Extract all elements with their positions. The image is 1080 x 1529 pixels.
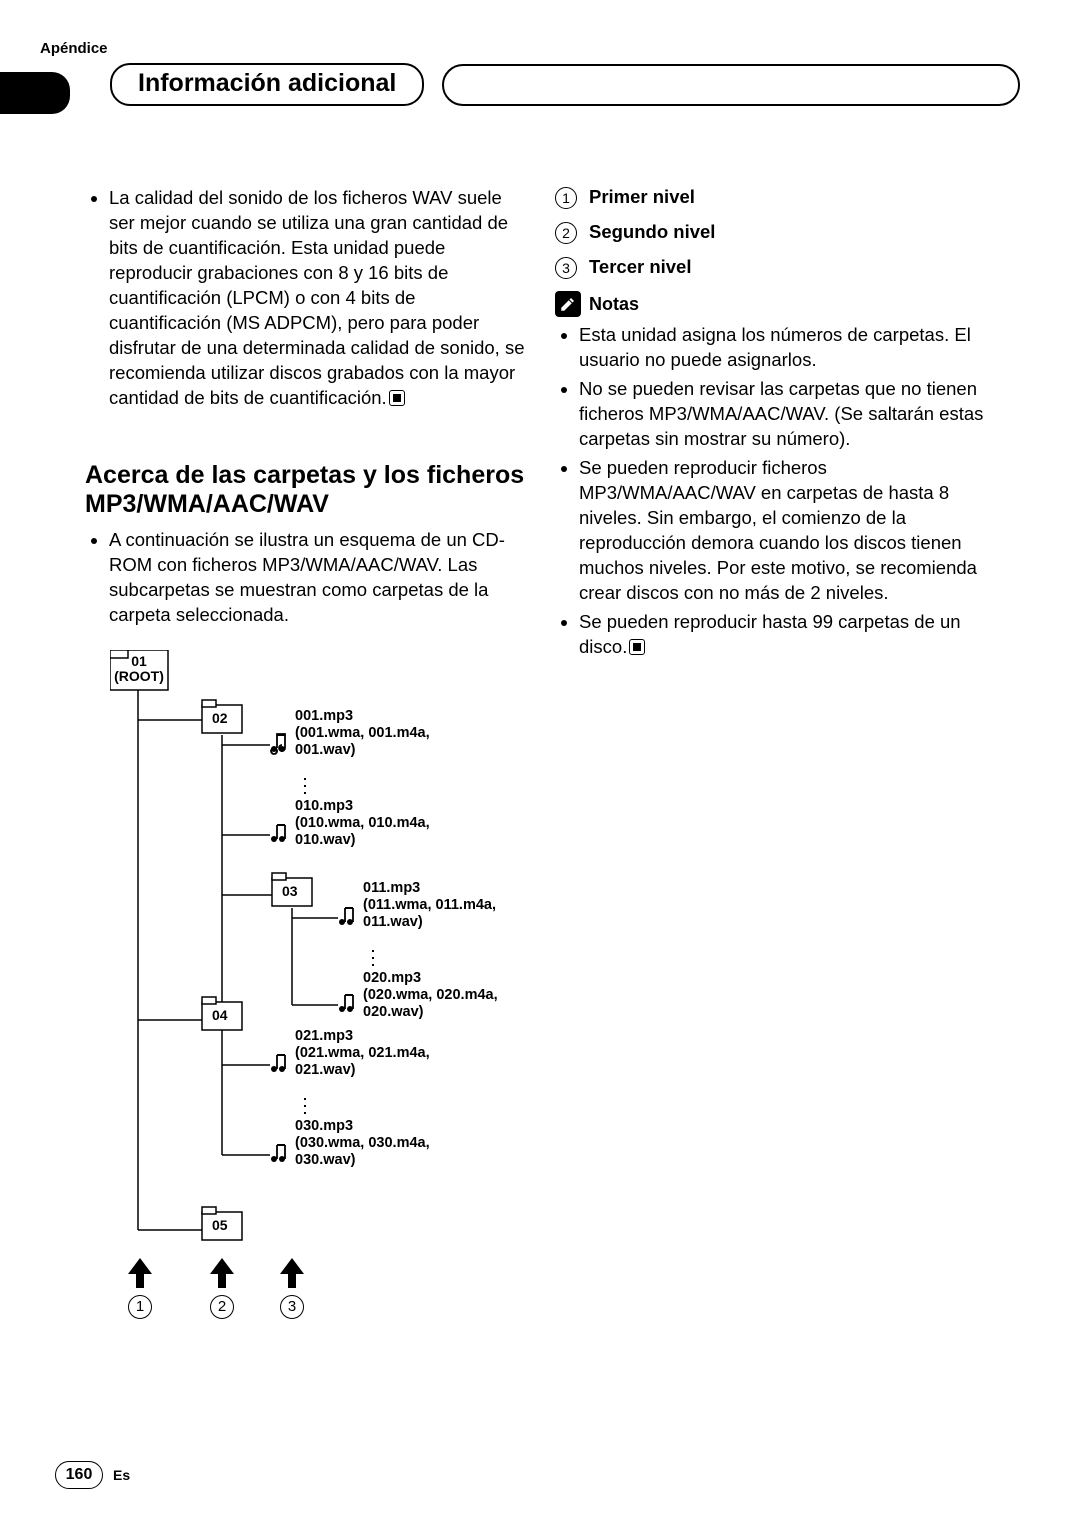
file-010: 010.mp3(010.wma, 010.m4a,010.wav) [295,798,430,850]
side-tab [0,72,70,114]
level-marker-3: 3 [280,1295,304,1319]
file-030: 030.mp3(030.wma, 030.m4a,030.wav) [295,1118,430,1170]
pencil-icon [555,291,581,317]
page-number: 160 [55,1461,103,1489]
level-item-2: 2Segundo nivel [555,221,995,244]
level-item-3: 3Tercer nivel [555,256,995,279]
arrow-up-icon [210,1258,234,1288]
music-note-icon [339,995,353,1012]
circled-3-icon: 3 [555,257,577,279]
level-marker-2: 2 [210,1295,234,1319]
end-square-icon [389,390,405,406]
music-note-icon [271,825,285,842]
file-020: 020.mp3(020.wma, 020.m4a,020.wav) [363,970,498,1022]
arrow-up-icon [280,1258,304,1288]
right-column: 1Primer nivel 2Segundo nivel 3Tercer niv… [555,186,995,1345]
wav-quality-bullet: La calidad del sonido de los ficheros WA… [109,186,525,411]
end-square-icon [629,639,645,655]
music-note-icon [339,908,353,925]
header-right-bubble [442,64,1020,106]
note-4: Se pueden reproducir hasta 99 carpetas d… [579,610,995,660]
page-title: Información adicional [110,63,424,106]
lang-code: Es [113,1467,130,1483]
circled-2-icon: 2 [555,222,577,244]
appendix-label: Apéndice [40,40,1050,57]
circled-1-icon: 1 [555,187,577,209]
folder-04-label: 04 [212,1008,228,1023]
level-marker-1: 1 [128,1295,152,1319]
wav-quality-text: La calidad del sonido de los ficheros WA… [109,187,525,408]
file-021: 021.mp3(021.wma, 021.m4a,021.wav) [295,1028,430,1080]
music-note-icon [271,1145,285,1162]
header-row: Información adicional [30,63,1050,106]
folder-02-label: 02 [212,711,228,726]
note-3: Se pueden reproducir ficheros MP3/WMA/AA… [579,456,995,606]
left-column: La calidad del sonido de los ficheros WA… [85,186,525,1345]
root-label: 01 (ROOT) [113,654,165,685]
level-item-1: 1Primer nivel [555,186,995,209]
arrow-up-icon [128,1258,152,1288]
notas-heading: Notas [589,294,639,315]
music-note-icon [271,1055,285,1072]
file-011: 011.mp3(011.wma, 011.m4a,011.wav) [363,880,496,932]
file-001: 001.mp3(001.wma, 001.m4a,001.wav) [295,708,430,760]
folder-tree-diagram: 01 (ROOT) 02 03 04 05 001.mp3(001.wma, 0… [110,650,510,1345]
music-note-icon [271,734,285,754]
note-1: Esta unidad asigna los números de carpet… [579,323,995,373]
page-footer: 160 Es [55,1461,130,1489]
folder-05-label: 05 [212,1218,228,1233]
section-heading: Acerca de las carpetas y los ficheros MP… [85,461,525,520]
folder-03-label: 03 [282,884,298,899]
intro-bullet: A continuación se ilustra un esquema de … [109,528,525,628]
note-2: No se pueden revisar las carpetas que no… [579,377,995,452]
